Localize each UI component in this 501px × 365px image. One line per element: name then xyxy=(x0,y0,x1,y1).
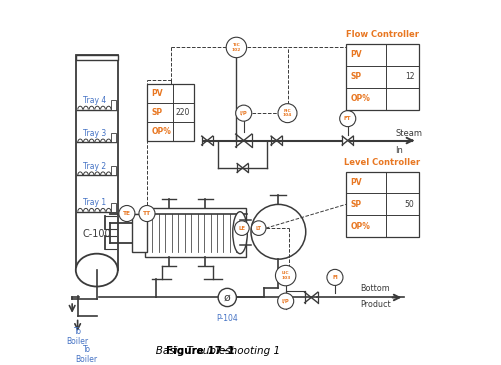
Text: PV: PV xyxy=(151,89,163,98)
Bar xyxy=(132,214,147,252)
Text: Tray 2: Tray 2 xyxy=(83,162,106,170)
Text: Steam: Steam xyxy=(394,129,421,138)
Text: 220: 220 xyxy=(175,108,190,117)
Bar xyxy=(76,55,118,270)
Text: LE: LE xyxy=(238,226,245,231)
Circle shape xyxy=(277,293,293,309)
Text: OP%: OP% xyxy=(350,222,369,231)
Text: SP: SP xyxy=(151,108,162,117)
Text: Tray 3: Tray 3 xyxy=(83,129,106,138)
Text: Tray 1: Tray 1 xyxy=(83,198,106,207)
Text: LT: LT xyxy=(255,226,261,231)
Circle shape xyxy=(218,288,236,307)
Bar xyxy=(111,133,116,142)
Bar xyxy=(345,172,418,237)
Bar xyxy=(145,208,245,257)
Text: In: In xyxy=(394,146,402,155)
Text: Bottom: Bottom xyxy=(360,284,389,293)
Circle shape xyxy=(251,221,266,235)
Text: OP%: OP% xyxy=(151,127,171,135)
Circle shape xyxy=(139,205,155,222)
Text: SP: SP xyxy=(350,200,361,209)
Text: Product: Product xyxy=(360,300,390,309)
Text: FI: FI xyxy=(332,275,337,280)
Text: FIC
104: FIC 104 xyxy=(282,109,292,117)
Circle shape xyxy=(326,269,342,285)
Text: TE: TE xyxy=(123,211,131,216)
Circle shape xyxy=(226,37,246,58)
Circle shape xyxy=(235,105,251,121)
Circle shape xyxy=(275,265,295,286)
Text: LIC
103: LIC 103 xyxy=(281,272,290,280)
Text: C-100: C-100 xyxy=(82,228,111,239)
Bar xyxy=(345,44,418,110)
Circle shape xyxy=(339,111,355,127)
Text: Level Controller: Level Controller xyxy=(344,158,420,167)
Text: 50: 50 xyxy=(404,200,414,209)
Bar xyxy=(76,55,118,60)
Text: FT: FT xyxy=(343,116,351,121)
Text: Tray 4: Tray 4 xyxy=(83,96,106,105)
Text: To
Boiler: To Boiler xyxy=(67,327,89,346)
Text: PV: PV xyxy=(350,50,361,59)
Circle shape xyxy=(278,104,297,123)
Bar xyxy=(111,100,116,110)
Text: OP%: OP% xyxy=(350,94,369,103)
Text: SP: SP xyxy=(350,72,361,81)
Bar xyxy=(147,84,194,141)
Bar xyxy=(111,166,116,175)
Text: Basic Troubleshooting 1: Basic Troubleshooting 1 xyxy=(120,346,280,356)
Text: TIC
102: TIC 102 xyxy=(231,43,240,51)
Text: I/P: I/P xyxy=(239,111,247,116)
Bar xyxy=(111,203,116,212)
Text: I/P: I/P xyxy=(281,299,289,304)
Circle shape xyxy=(119,205,135,222)
Text: PV: PV xyxy=(350,178,361,187)
Text: To
Boiler: To Boiler xyxy=(76,345,98,364)
Text: P-104: P-104 xyxy=(216,314,237,323)
Text: Figure 17–1: Figure 17–1 xyxy=(165,346,233,356)
Text: TT: TT xyxy=(143,211,151,216)
Text: Flow Controller: Flow Controller xyxy=(345,30,418,39)
Ellipse shape xyxy=(76,254,118,287)
Circle shape xyxy=(234,221,248,235)
Ellipse shape xyxy=(232,212,247,254)
Text: 12: 12 xyxy=(404,72,414,81)
Text: ø: ø xyxy=(223,292,230,303)
Circle shape xyxy=(250,204,305,259)
